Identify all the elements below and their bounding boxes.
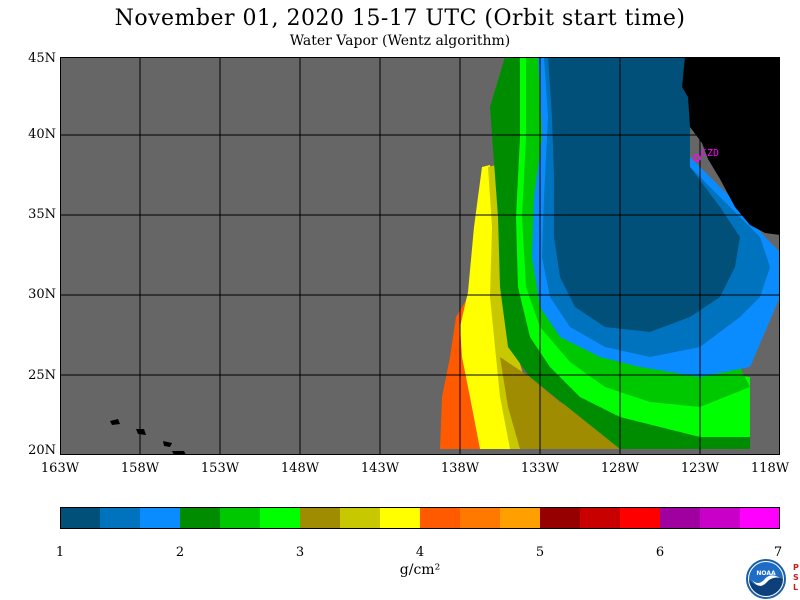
- colorbar-cell: [100, 507, 141, 529]
- logo-text: NOAA: [756, 570, 776, 577]
- land-north-america: [682, 57, 780, 235]
- lat-label-30n: 30N: [28, 287, 56, 302]
- colorbar-tick-1: 1: [55, 545, 65, 560]
- logo-side-text: PSL: [793, 563, 799, 592]
- chart-subtitle: Water Vapor (Wentz algorithm): [289, 33, 511, 49]
- colorbar-cell: [580, 507, 621, 529]
- logo-sea: [749, 576, 783, 596]
- colorbar-cell: [740, 507, 780, 529]
- lat-label-45n: 45N: [28, 51, 56, 66]
- lat-lon-grid: [60, 57, 780, 455]
- water-vapor-field: [110, 57, 780, 455]
- colorbar-cell: [260, 507, 301, 529]
- vapor-region-1-1.5: [548, 57, 740, 332]
- lon-label-118w: 118W: [750, 461, 790, 476]
- lat-label-40n: 40N: [28, 127, 56, 142]
- colorbar-cells: [60, 507, 780, 529]
- island-molokai: [163, 441, 172, 447]
- water-vapor-map: CZD: [60, 57, 780, 455]
- colorbar-cell: [700, 507, 741, 529]
- station-label: CZD: [701, 148, 719, 159]
- colorbar-cell: [220, 507, 261, 529]
- colorbar-cell: [340, 507, 381, 529]
- colorbar: [60, 507, 780, 529]
- island-kauai: [110, 419, 120, 425]
- lon-label-128w: 128W: [600, 461, 640, 476]
- lon-label-148w: 148W: [280, 461, 320, 476]
- colorbar-cell: [420, 507, 461, 529]
- vapor-region-2.5: [522, 57, 750, 407]
- colorbar-tick-7: 7: [773, 545, 783, 560]
- lon-label-158w: 158W: [120, 461, 160, 476]
- colorbar-cell: [140, 507, 181, 529]
- lat-label-25n: 25N: [28, 368, 56, 383]
- island-oahu: [136, 429, 146, 435]
- logo-side-letter: P: [793, 563, 799, 572]
- lon-label-123w: 123W: [680, 461, 720, 476]
- colorbar-cell: [180, 507, 221, 529]
- map-frame: [60, 57, 780, 455]
- noaa-logo-icon: NOAA PSL: [746, 559, 799, 599]
- colorbar-cell: [620, 507, 661, 529]
- station-marker: CZD: [693, 148, 719, 162]
- colorbar-cell: [380, 507, 421, 529]
- colorbar-cell: [500, 507, 541, 529]
- lon-label-163w: 163W: [40, 461, 80, 476]
- lat-label-20n: 20N: [28, 443, 56, 458]
- colorbar-cell: [660, 507, 701, 529]
- logo-side-letter: L: [793, 583, 798, 592]
- vapor-region-2.5-3: [516, 57, 750, 437]
- colorbar-cell: [300, 507, 341, 529]
- logo-sky: [749, 562, 783, 586]
- colorbar-cell: [540, 507, 581, 529]
- colorbar-tick-5: 5: [535, 545, 545, 560]
- colorbar-tick-6: 6: [655, 545, 665, 560]
- lon-label-153w: 153W: [200, 461, 240, 476]
- chart-title: November 01, 2020 15-17 UTC (Orbit start…: [114, 6, 686, 31]
- colorbar-units: g/cm²: [399, 562, 441, 578]
- station-point: [693, 154, 701, 162]
- colorbar-cell: [460, 507, 501, 529]
- lat-label-35n: 35N: [28, 207, 56, 222]
- colorbar-tick-4: 4: [415, 545, 425, 560]
- lon-label-143w: 143W: [360, 461, 400, 476]
- colorbar-cell: [60, 507, 101, 529]
- colorbar-tick-2: 2: [175, 545, 185, 560]
- colorbar-tick-3: 3: [295, 545, 305, 560]
- lon-label-138w: 138W: [440, 461, 480, 476]
- vapor-region-3-3.5: [500, 357, 620, 449]
- colorbar-frame: [60, 507, 780, 529]
- logo-gull: [752, 575, 780, 586]
- logo-side-letter: S: [793, 573, 799, 582]
- lon-label-133w: 133W: [520, 461, 560, 476]
